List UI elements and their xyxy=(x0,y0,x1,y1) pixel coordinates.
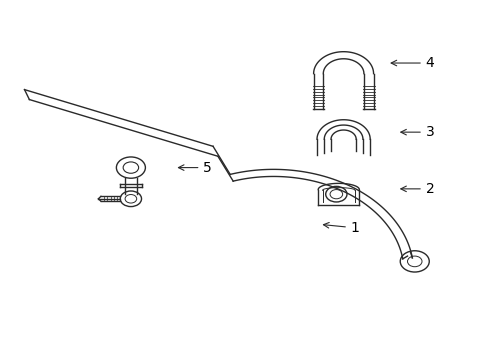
Text: 2: 2 xyxy=(400,182,434,196)
Text: 4: 4 xyxy=(390,56,434,70)
Text: 1: 1 xyxy=(323,221,359,235)
Text: 3: 3 xyxy=(400,125,434,139)
Text: 5: 5 xyxy=(178,161,212,175)
